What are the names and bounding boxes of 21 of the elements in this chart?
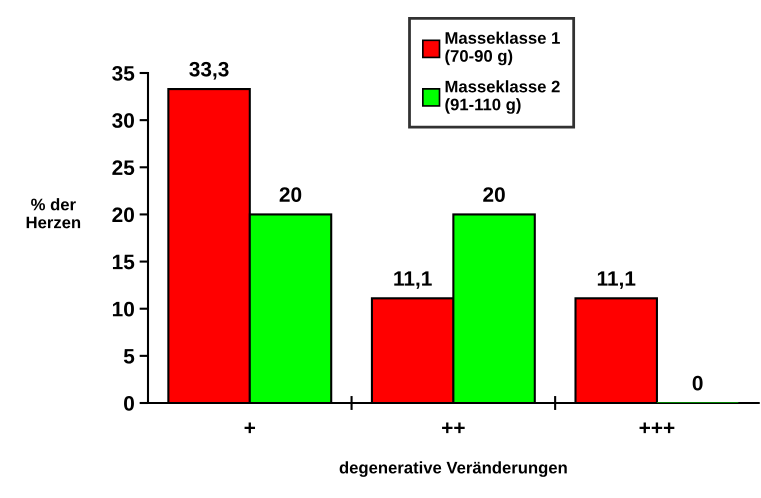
data-label: 33,3: [189, 62, 229, 80]
legend-label: Masseklasse 1 (70-90 g): [445, 32, 560, 66]
data-label: 11,1: [394, 271, 432, 289]
y-tick-label: 25: [112, 160, 134, 176]
y-axis-title: % der Herzen: [26, 198, 80, 228]
y-tick-label: 0: [124, 396, 134, 411]
data-label: 20: [483, 187, 505, 202]
data-label: 11,1: [598, 271, 636, 289]
y-tick-label: 35: [112, 66, 134, 81]
y-tick-label: 20: [112, 207, 134, 222]
data-label: 0: [692, 376, 703, 391]
x-tick-label: +: [244, 422, 256, 434]
legend-label: Masseklasse 2 (91-110 g): [445, 80, 560, 114]
x-tick-label: ++: [442, 422, 465, 434]
x-axis-title: degenerative Veränderungen: [340, 461, 567, 477]
y-tick-label: 30: [112, 113, 134, 128]
data-label: 20: [280, 187, 302, 202]
y-tick-label: 5: [124, 349, 134, 364]
y-tick-label: 15: [112, 254, 134, 270]
y-tick-label: 10: [112, 302, 134, 316]
x-tick-label: +++: [640, 422, 674, 434]
